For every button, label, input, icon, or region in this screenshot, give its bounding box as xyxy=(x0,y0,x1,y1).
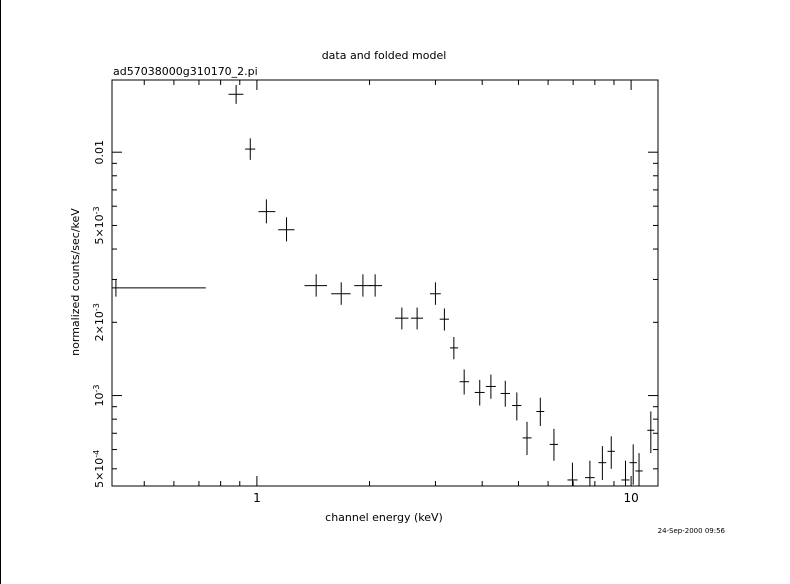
data-point xyxy=(474,379,485,406)
y-tick-label: 2×10-3 xyxy=(92,303,106,341)
data-point xyxy=(459,369,470,395)
data-point xyxy=(536,397,545,426)
data-point xyxy=(449,337,459,360)
data-point xyxy=(112,279,206,297)
plot-area-frame xyxy=(111,79,659,487)
data-point xyxy=(598,446,607,480)
y-tick-label: 5×10-3 xyxy=(92,206,106,244)
data-point xyxy=(304,274,328,297)
data-point xyxy=(621,460,630,486)
data-point xyxy=(500,380,511,407)
data-point xyxy=(522,421,532,455)
data-point xyxy=(629,444,637,485)
x-axis-label: channel energy (keV) xyxy=(325,511,443,524)
data-point xyxy=(331,282,351,305)
x-tick-label: 10 xyxy=(623,491,638,505)
chart-subtitle: ad57038000g310170_2.pi xyxy=(113,65,258,78)
data-points xyxy=(112,84,655,486)
tick-labels: 1 10 0.01 5×10-3 2×10-3 10-3 5×10-4 xyxy=(92,140,639,505)
x-tick-label: 1 xyxy=(253,491,261,505)
data-point xyxy=(647,411,655,454)
data-point xyxy=(429,282,441,305)
data-point xyxy=(567,462,578,486)
data-point xyxy=(607,436,615,469)
data-point xyxy=(395,307,409,330)
y-axis-label: normalized counts/sec/keV xyxy=(69,208,82,356)
data-point xyxy=(369,274,383,297)
page-left-border xyxy=(0,0,1,584)
data-point xyxy=(584,460,595,486)
data-point xyxy=(485,374,496,399)
chart-title: data and folded model xyxy=(322,49,447,62)
y-tick-label: 5×10-4 xyxy=(92,450,106,488)
data-point xyxy=(635,453,643,486)
data-point xyxy=(228,84,244,104)
data-point xyxy=(410,307,424,330)
data-point xyxy=(354,274,372,297)
data-point xyxy=(512,392,522,421)
y-tick-label: 10-3 xyxy=(92,385,106,407)
y-tick-label: 0.01 xyxy=(93,140,106,165)
axis-ticks xyxy=(112,80,658,486)
data-point xyxy=(278,217,295,242)
data-point xyxy=(549,428,559,461)
data-point xyxy=(245,138,256,160)
data-point xyxy=(258,199,276,224)
timestamp: 24-Sep-2000 09:56 xyxy=(658,527,726,535)
data-point xyxy=(439,308,449,331)
